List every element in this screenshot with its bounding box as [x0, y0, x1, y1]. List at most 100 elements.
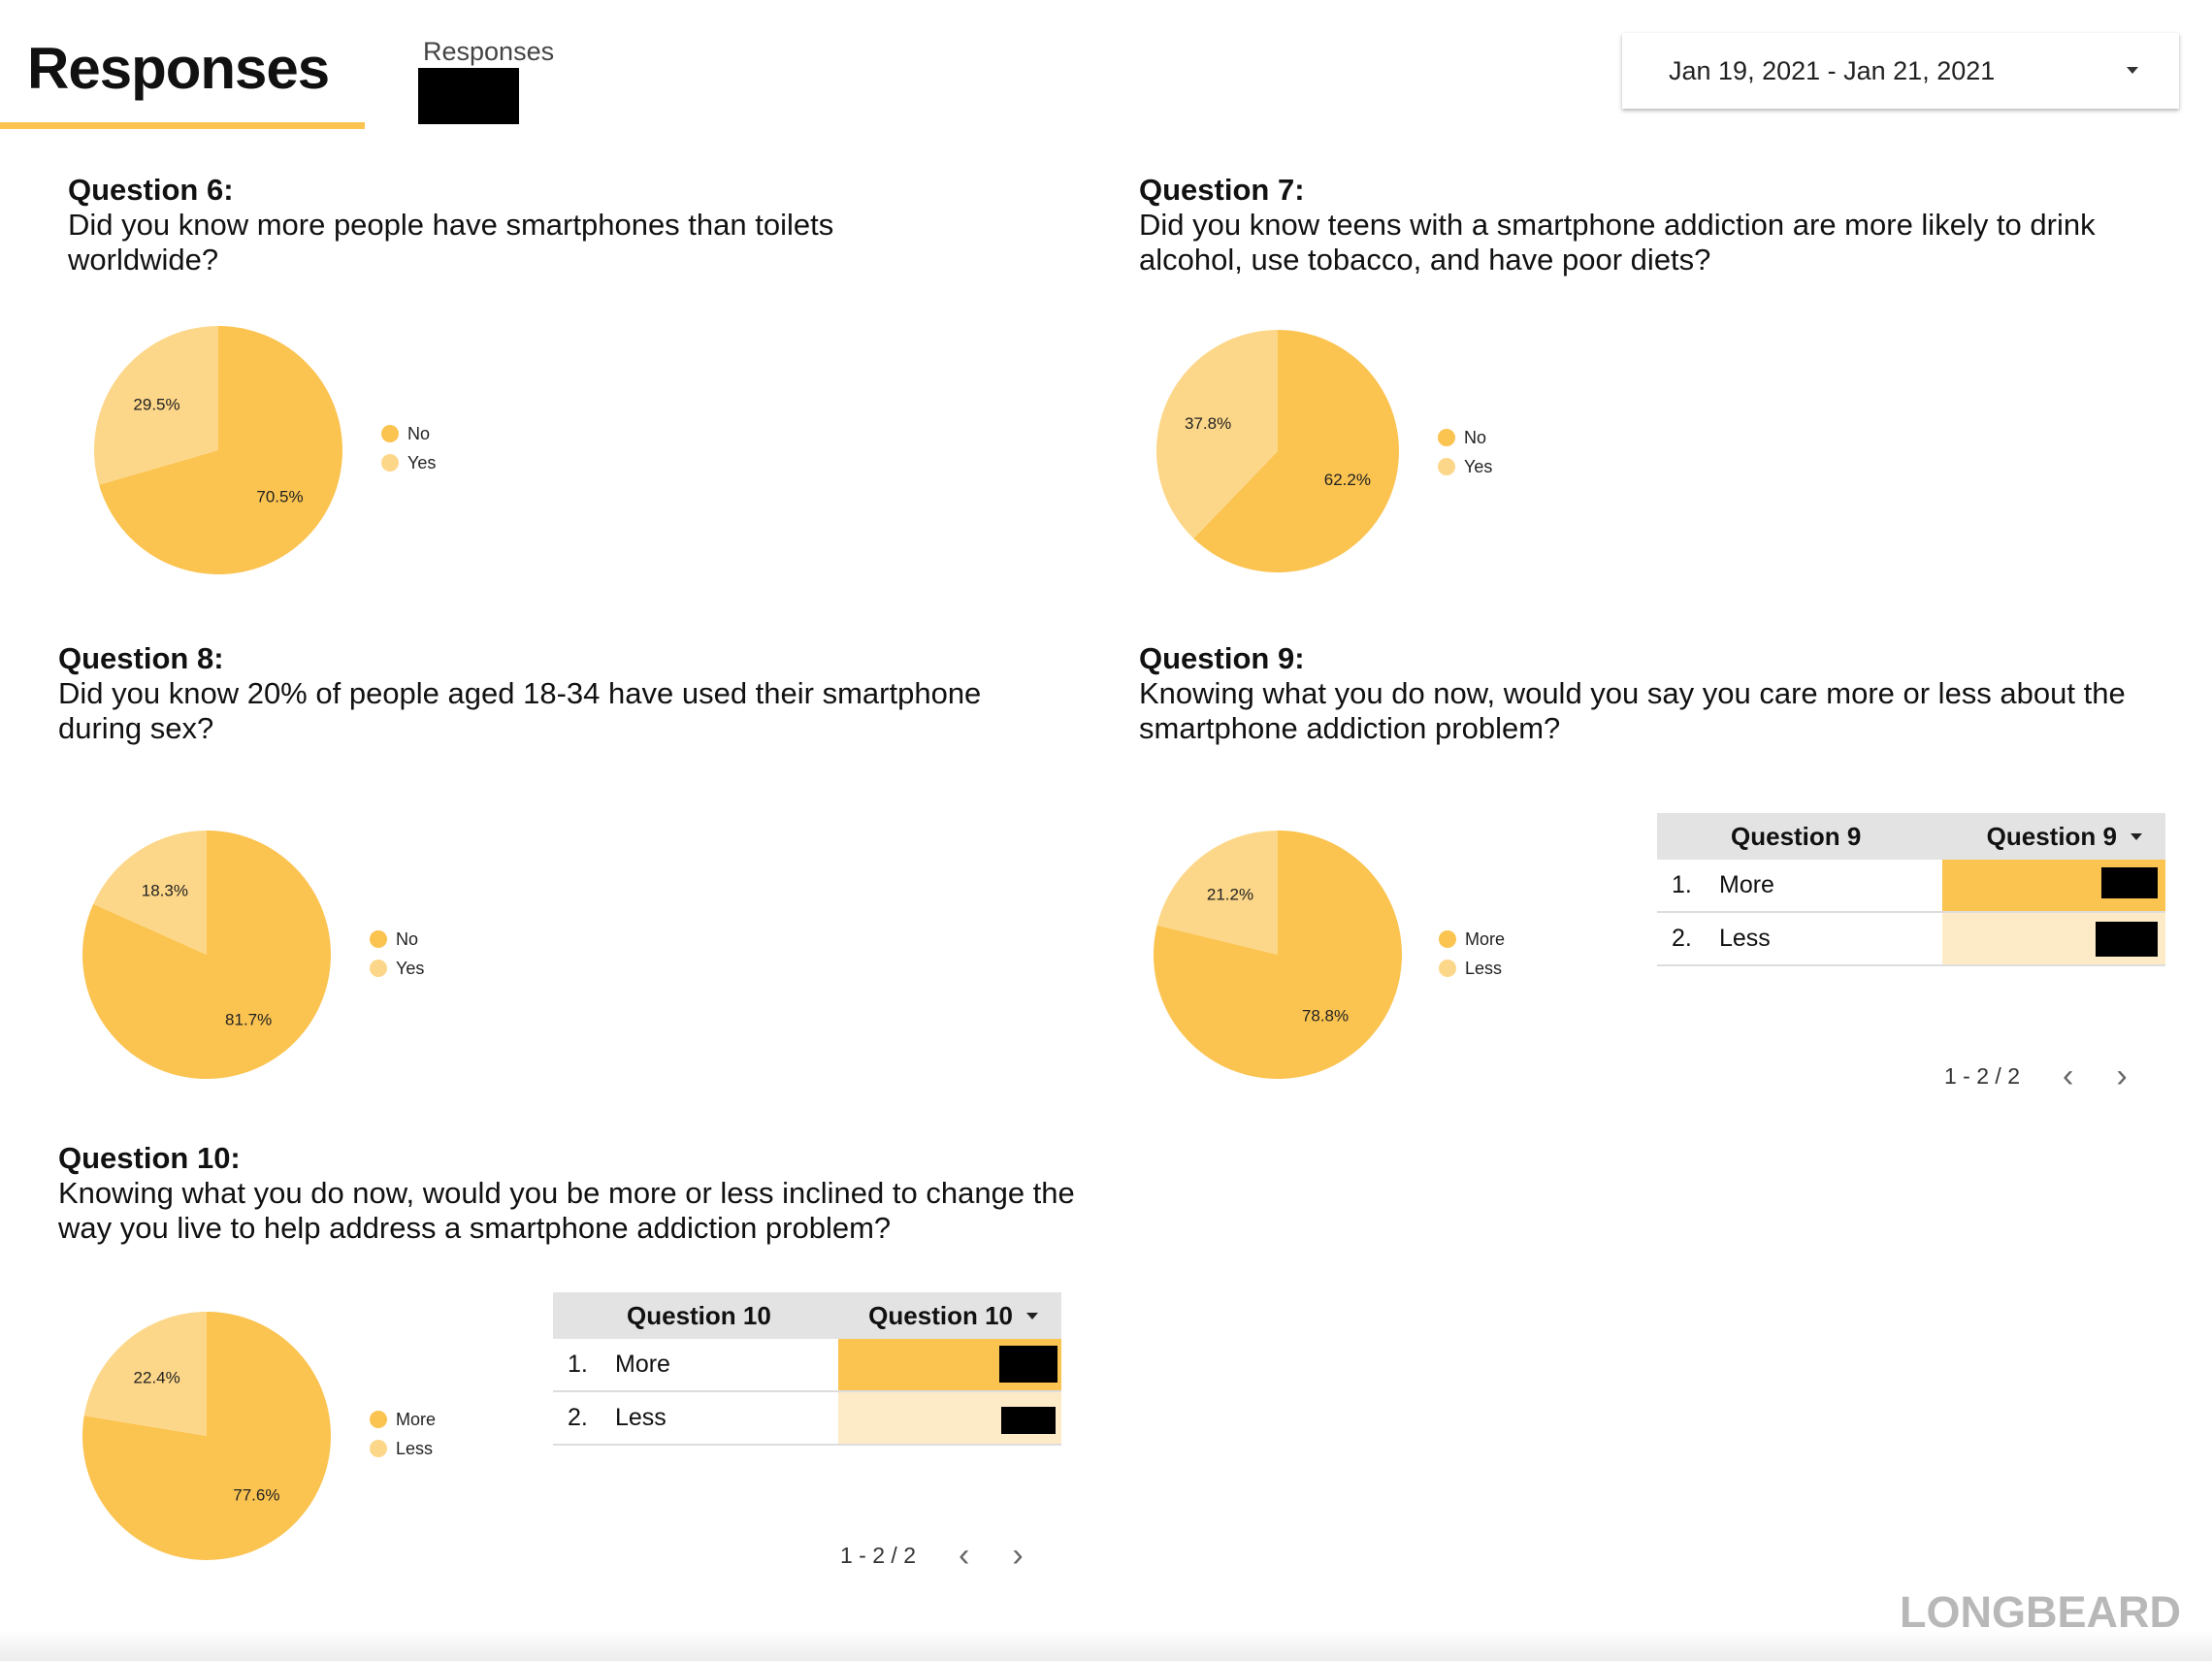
chevron-left-icon[interactable]: ‹ — [958, 1537, 970, 1574]
caret-down-icon[interactable] — [2131, 832, 2142, 840]
caret-down-icon[interactable] — [1026, 1312, 1038, 1319]
row-label: Less — [1719, 925, 1771, 952]
question-10: Question 10: Knowing what you do now, wo… — [58, 1141, 1075, 1246]
question-text: Did you know teens with a smartphone add… — [1139, 208, 2096, 242]
table-question-10: Question 10 Question 10 1. More 2. Less — [553, 1292, 1061, 1446]
pager-text: 1 - 2 / 2 — [1944, 1062, 2020, 1089]
pie-slice-label: 81.7% — [225, 1011, 272, 1029]
legend-dot — [1438, 429, 1455, 446]
redacted-value — [999, 1346, 1057, 1383]
question-title: Question 10: — [58, 1141, 241, 1175]
legend-item: Yes — [1438, 452, 1492, 481]
bottom-band — [0, 1630, 2212, 1661]
legend-item: More — [370, 1405, 436, 1434]
question-text: smartphone addiction problem? — [1139, 711, 1561, 745]
chevron-right-icon[interactable]: › — [2116, 1058, 2128, 1094]
pie-slice-label: 70.5% — [256, 488, 303, 506]
legend-label: More — [396, 1409, 437, 1429]
legend-question-10: More Less — [370, 1405, 436, 1463]
legend-item: Yes — [381, 448, 436, 477]
legend-item: Less — [370, 1434, 436, 1463]
question-9: Question 9: Knowing what you do now, wou… — [1139, 641, 2126, 746]
legend-question-8: No Yes — [370, 925, 424, 983]
column-header-label: Question 9 — [1986, 821, 2117, 851]
pie-slice-less — [83, 1312, 207, 1436]
pie-slice-label: 62.2% — [1324, 471, 1371, 489]
legend-dot — [370, 1440, 387, 1457]
legend-dot — [1439, 960, 1456, 977]
legend-dot — [370, 960, 387, 977]
question-7: Question 7: Did you know teens with a sm… — [1139, 173, 2096, 277]
row-label: More — [1719, 871, 1774, 898]
legend-label: No — [396, 928, 419, 949]
chevron-left-icon[interactable]: ‹ — [2062, 1058, 2074, 1094]
pie-chart-question-7: 62.2% 37.8% — [1156, 330, 1399, 572]
legend-dot — [1438, 458, 1455, 475]
redacted-value — [2096, 922, 2158, 957]
question-text: Knowing what you do now, would you say y… — [1139, 676, 2126, 710]
pie-slice-label: 77.6% — [233, 1486, 279, 1505]
row-index: 1. — [568, 1351, 588, 1378]
sort-column-header[interactable]: Question 10 — [838, 1301, 1061, 1331]
column-header-label: Question 10 — [868, 1300, 1013, 1330]
pie-slice-yes — [93, 830, 207, 955]
pie-slice-less — [1156, 830, 1278, 955]
date-range-picker[interactable]: Jan 19, 2021 - Jan 21, 2021 — [1622, 33, 2179, 109]
row-bar — [1942, 860, 2165, 911]
pie-slice-label: 78.8% — [1302, 1006, 1349, 1025]
brand-logo: LONGBEARD — [1900, 1587, 2181, 1637]
question-text: Knowing what you do now, would you be mo… — [58, 1176, 1075, 1210]
pie-slice-label: 21.2% — [1207, 886, 1253, 904]
question-text: Did you know 20% of people aged 18-34 ha… — [58, 676, 982, 710]
table-row: 1. More — [553, 1339, 1061, 1392]
pie-chart-question-6: 70.5% 29.5% — [93, 326, 343, 574]
title-underline — [0, 122, 365, 129]
pie-slice-label: 18.3% — [142, 881, 188, 899]
legend-item: No — [381, 419, 436, 448]
pie-slice-no — [1193, 330, 1399, 572]
legend-dot — [370, 1411, 387, 1428]
legend-dot — [381, 454, 399, 472]
legend-label: No — [407, 423, 431, 443]
table-row: 2. Less — [553, 1392, 1061, 1446]
question-title: Question 7: — [1139, 173, 1305, 207]
table-question-9: Question 9 Question 9 1. More 2. Less — [1657, 813, 2165, 966]
legend-label: Yes — [396, 958, 425, 978]
legend-label: Less — [1465, 958, 1503, 978]
page-title: Responses — [27, 36, 330, 101]
question-text: alcohol, use tobacco, and have poor diet… — [1139, 243, 1711, 277]
pie-slice-no — [99, 326, 343, 574]
pagination-question-9: 1 - 2 / 2 ‹ › — [1944, 1059, 2128, 1092]
pie-slice-label: 29.5% — [133, 395, 179, 413]
legend-dot — [370, 930, 387, 948]
responses-count-redacted — [418, 68, 519, 124]
question-title: Question 9: — [1139, 641, 1305, 675]
sort-column-header[interactable]: Question 9 — [1942, 822, 2165, 852]
legend-label: No — [1464, 427, 1487, 447]
caret-down-icon[interactable] — [2127, 67, 2138, 74]
question-title: Question 6: — [68, 173, 234, 207]
question-8: Question 8: Did you know 20% of people a… — [58, 641, 981, 746]
pie-slice-label: 37.8% — [1185, 414, 1231, 433]
question-title: Question 8: — [58, 641, 224, 675]
table-row: 2. Less — [1657, 913, 2165, 966]
row-bar — [1942, 913, 2165, 964]
pie-slice-yes — [93, 326, 218, 485]
pie-slice-yes — [1156, 330, 1278, 539]
pager-text: 1 - 2 / 2 — [840, 1542, 916, 1568]
date-range-text: Jan 19, 2021 - Jan 21, 2021 — [1669, 55, 1996, 85]
legend-dot — [1439, 930, 1456, 948]
legend-item: No — [1438, 423, 1492, 452]
table-header: Question 9 Question 9 — [1657, 813, 2165, 860]
column-header: Question 9 — [1731, 821, 1862, 851]
question-6: Question 6: Did you know more people hav… — [68, 173, 833, 277]
legend-item: No — [370, 925, 424, 954]
legend-label: More — [1465, 928, 1506, 949]
column-header: Question 10 — [627, 1300, 771, 1330]
legend-label: Less — [396, 1438, 434, 1458]
table-row: 1. More — [1657, 860, 2165, 913]
legend-question-6: No Yes — [381, 419, 436, 477]
row-index: 2. — [568, 1404, 588, 1431]
chevron-right-icon[interactable]: › — [1012, 1537, 1024, 1574]
table-header: Question 10 Question 10 — [553, 1292, 1061, 1339]
